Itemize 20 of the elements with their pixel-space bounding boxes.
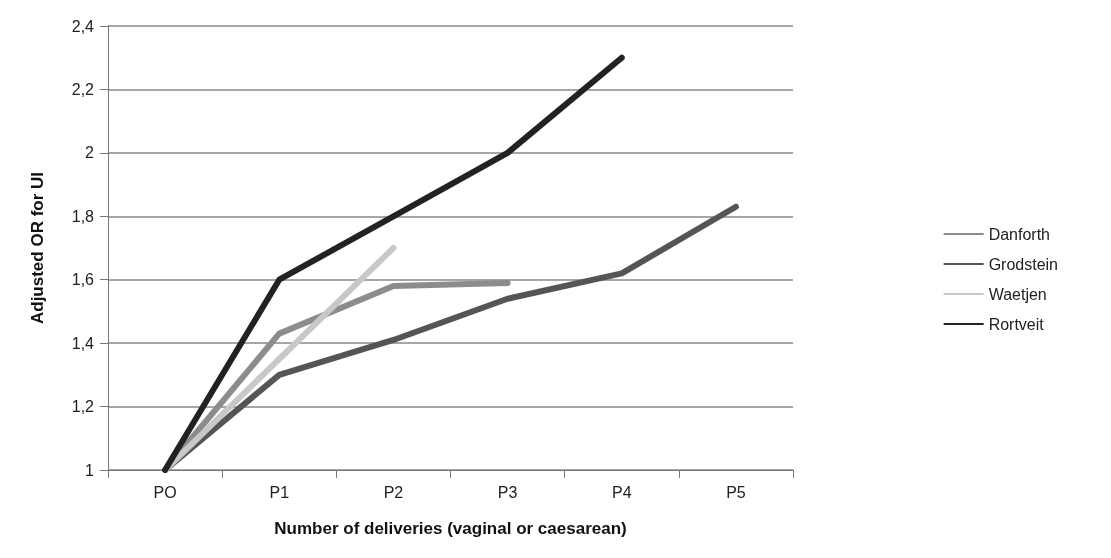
legend-label: Danforth [988, 225, 1051, 243]
x-tick-label: PO [153, 483, 177, 501]
legend-label: Waetjen [988, 285, 1047, 303]
y-axis-title: Adjusted OR for UI [28, 171, 47, 325]
x-tick-label: P1 [269, 483, 290, 501]
x-tick-label: P4 [611, 483, 632, 501]
y-tick-label: 1,4 [71, 334, 95, 352]
x-axis-title: Number of deliveries (vaginal or caesarean) [274, 519, 627, 538]
x-tick-label: P3 [497, 483, 518, 501]
x-tick-label: P5 [726, 483, 746, 501]
y-tick-label: 1,6 [71, 271, 95, 289]
y-tick-label: 2,4 [71, 17, 95, 35]
y-tick-label: 1,8 [71, 207, 95, 225]
legend-label: Grodstein [988, 255, 1059, 273]
y-tick-label: 1,2 [71, 398, 95, 416]
y-tick-label: 2,2 [71, 80, 95, 98]
legend-label: Rortveit [988, 315, 1045, 333]
y-tick-label: 1 [85, 461, 95, 479]
y-tick-label: 2 [85, 144, 95, 162]
x-tick-label: P2 [383, 483, 404, 501]
